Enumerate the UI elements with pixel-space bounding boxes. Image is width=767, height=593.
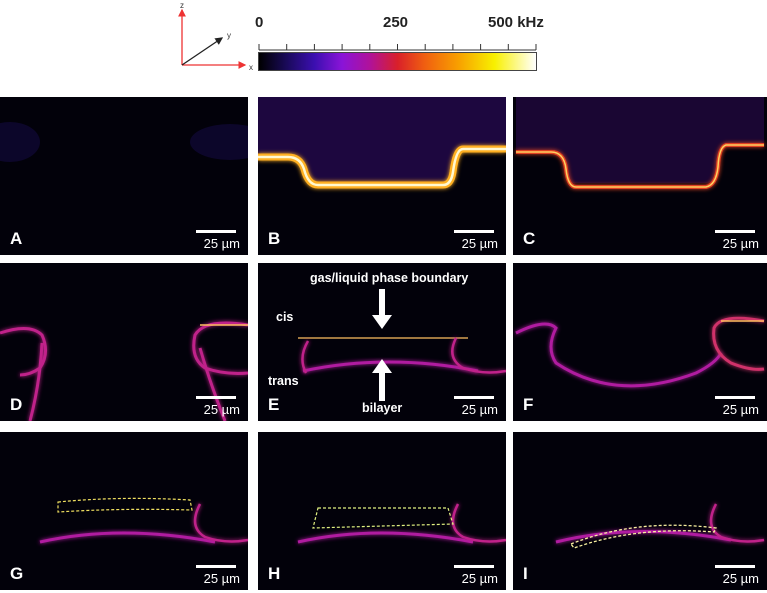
colorbar-min-label: 0 bbox=[255, 14, 264, 31]
panel-a: A 25 µm bbox=[0, 97, 248, 255]
scale-bar bbox=[454, 396, 494, 399]
scale-bar-label: 25 µm bbox=[722, 402, 759, 417]
panel-letter: F bbox=[523, 395, 534, 414]
scale-bar-label: 25 µm bbox=[722, 571, 759, 586]
colorbar bbox=[258, 52, 537, 71]
axis-y-label: y bbox=[227, 31, 231, 40]
panel-letter: A bbox=[10, 229, 23, 248]
gas-liquid-boundary-label: gas/liquid phase boundary bbox=[310, 271, 469, 285]
panel-i: I 25 µm bbox=[513, 432, 767, 590]
colorbar-max-label: 500 kHz bbox=[488, 14, 544, 31]
panel-b: B 25 µm bbox=[258, 97, 506, 255]
panel-h: H 25 µm bbox=[258, 432, 506, 590]
panel-d: D 25 µm bbox=[0, 263, 248, 421]
panel-letter: D bbox=[10, 395, 23, 414]
scale-bar-label: 25 µm bbox=[461, 402, 498, 417]
scale-bar-label: 25 µm bbox=[203, 236, 240, 251]
panel-c: C 25 µm bbox=[513, 97, 767, 255]
panel-letter: G bbox=[10, 564, 24, 583]
bilayer-label: bilayer bbox=[362, 401, 403, 415]
scale-bar-label: 25 µm bbox=[722, 236, 759, 251]
arrow-up-icon bbox=[372, 359, 392, 401]
panel-letter: B bbox=[268, 229, 281, 248]
cis-label: cis bbox=[276, 310, 294, 324]
panel-letter: H bbox=[268, 564, 281, 583]
scale-bar bbox=[454, 565, 494, 568]
axis-x-label: x bbox=[249, 63, 253, 72]
scale-bar bbox=[454, 230, 494, 233]
scale-bar-label: 25 µm bbox=[461, 571, 498, 586]
scale-bar bbox=[196, 230, 236, 233]
axis-z-label: z bbox=[180, 1, 184, 10]
colorbar-mid-label: 250 bbox=[383, 14, 409, 31]
scale-bar-label: 25 µm bbox=[203, 571, 240, 586]
panel-g: G 25 µm bbox=[0, 432, 248, 590]
scale-bar-label: 25 µm bbox=[461, 236, 498, 251]
panel-letter: E bbox=[268, 395, 280, 414]
axes-triad: z y x bbox=[178, 1, 253, 72]
scale-bar bbox=[715, 565, 755, 568]
panel-f: F 25 µm bbox=[513, 263, 767, 421]
panel-e: gas/liquid phase boundary cis trans bila… bbox=[258, 263, 506, 421]
arrow-down-icon bbox=[372, 289, 392, 329]
scale-bar-label: 25 µm bbox=[203, 402, 240, 417]
scale-bar bbox=[715, 230, 755, 233]
trans-label: trans bbox=[268, 374, 299, 388]
scale-bar bbox=[196, 396, 236, 399]
panel-letter: I bbox=[523, 564, 528, 583]
colorbar-ticks bbox=[258, 44, 537, 51]
scale-bar bbox=[196, 565, 236, 568]
scale-bar bbox=[715, 396, 755, 399]
panel-letter: C bbox=[523, 229, 536, 248]
